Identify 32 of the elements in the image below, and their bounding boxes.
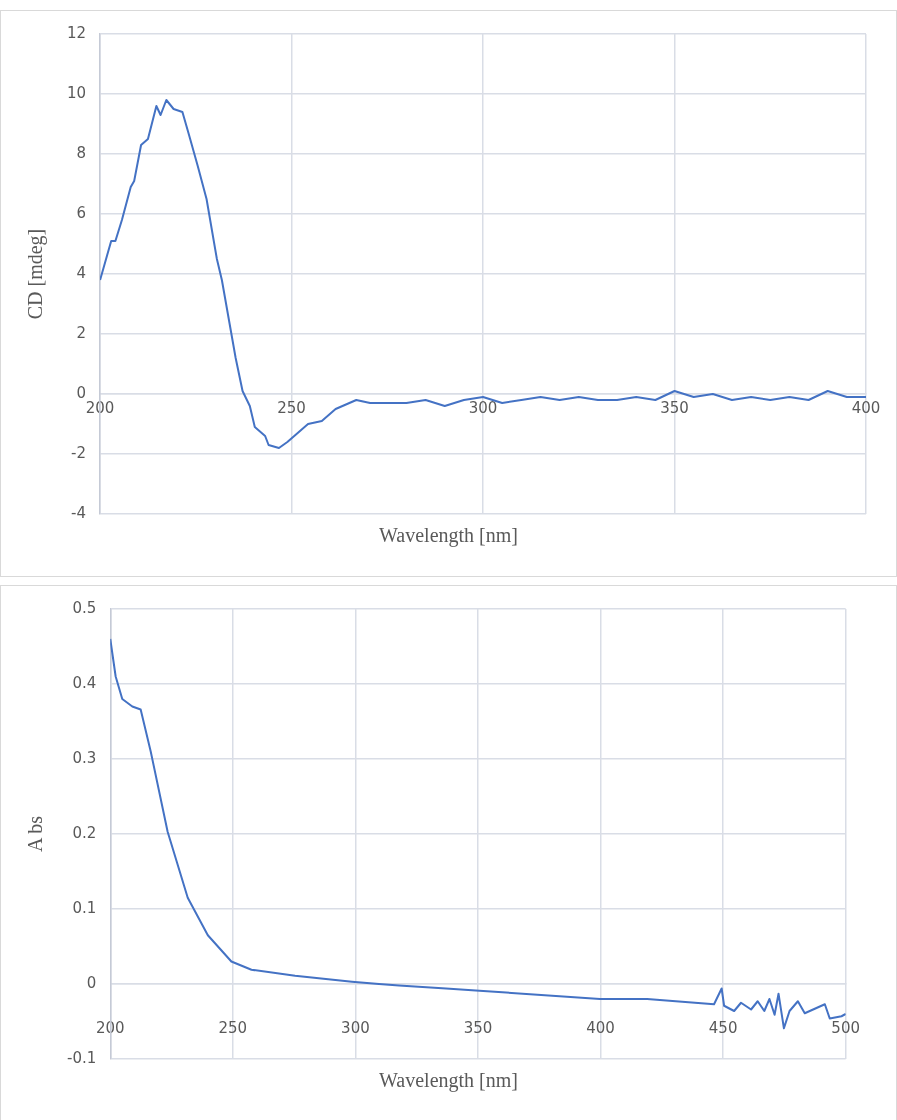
y-axis-title: A bs bbox=[24, 815, 47, 853]
y-tick-label: 0.5 bbox=[72, 598, 97, 617]
y-tick-label: 0 bbox=[76, 383, 87, 402]
x-tick-label: 250 bbox=[277, 398, 306, 417]
y-tick-label: 0.2 bbox=[72, 823, 97, 842]
x-tick-label: 300 bbox=[468, 398, 498, 417]
x-axis-title: Wavelength [nm] bbox=[378, 524, 519, 547]
y-axis-title: CD [mdeg] bbox=[24, 228, 48, 320]
x-tick-label: 350 bbox=[463, 1018, 493, 1037]
y-tick-label: -2 bbox=[71, 443, 87, 462]
y-tick-label: 0.1 bbox=[72, 898, 97, 917]
y-tick-label: 10 bbox=[66, 83, 87, 102]
x-tick-label: 250 bbox=[218, 1018, 248, 1037]
y-tick-label: 12 bbox=[66, 23, 87, 42]
x-tick-label: 300 bbox=[341, 1018, 370, 1037]
x-tick-label: 200 bbox=[95, 1018, 125, 1037]
y-tick-label: 0.4 bbox=[72, 673, 97, 692]
y-tick-label: 0 bbox=[86, 973, 97, 992]
x-tick-label: 500 bbox=[831, 1018, 861, 1037]
y-tick-label: 8 bbox=[76, 143, 87, 162]
x-axis-title: Wavelength [nm] bbox=[378, 1069, 519, 1092]
x-tick-label: 200 bbox=[85, 398, 115, 417]
y-tick-label: -4 bbox=[71, 503, 87, 522]
y-tick-label: 6 bbox=[76, 203, 87, 222]
y-tick-label: -0.1 bbox=[66, 1048, 97, 1067]
x-tick-label: 400 bbox=[851, 398, 881, 417]
y-tick-label: 4 bbox=[76, 263, 87, 282]
x-tick-label: 400 bbox=[586, 1018, 615, 1037]
y-tick-label: 2 bbox=[76, 323, 87, 342]
y-tick-label: 0.3 bbox=[72, 748, 97, 767]
x-tick-label: 350 bbox=[660, 398, 689, 417]
x-tick-label: 450 bbox=[708, 1018, 738, 1037]
